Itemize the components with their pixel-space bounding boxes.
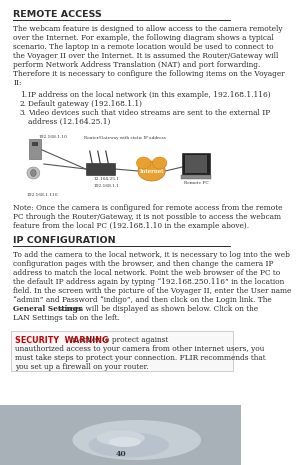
Text: must take steps to protect your connection. FLIR recommends that: must take steps to protect your connecti… (15, 354, 266, 362)
Ellipse shape (31, 170, 36, 177)
Text: PC through the Router/Gateway, it is not possible to access the webcam: PC through the Router/Gateway, it is not… (13, 213, 281, 221)
Text: Note: Once the camera is configured for remote access from the remote: Note: Once the camera is configured for … (13, 204, 283, 212)
Text: the default IP address again by typing “192.168.250.116” in the location: the default IP address again by typing “… (13, 278, 284, 286)
Text: The webcam feature is designed to allow access to the camera remotely: The webcam feature is designed to allow … (13, 25, 283, 33)
Text: General Settings: General Settings (13, 305, 83, 313)
Text: scenario. The laptop in a remote location would be used to connect to: scenario. The laptop in a remote locatio… (13, 43, 274, 51)
Text: unauthorized access to your camera from other internet users, you: unauthorized access to your camera from … (15, 345, 264, 353)
Ellipse shape (109, 437, 141, 447)
Bar (29, 139, 40, 159)
Text: 192.168.1.116: 192.168.1.116 (26, 193, 58, 197)
Text: address to match the local network. Point the web browser of the PC to: address to match the local network. Poin… (13, 269, 280, 277)
Ellipse shape (88, 432, 169, 458)
Text: 192.168.1.10: 192.168.1.10 (38, 135, 67, 139)
Text: LAN Settings tab on the left.: LAN Settings tab on the left. (13, 314, 120, 322)
Text: IP CONFIGURATION: IP CONFIGURATION (13, 236, 116, 245)
Text: 1.: 1. (20, 91, 27, 99)
Bar (86, 163, 115, 175)
Text: Remote PC: Remote PC (184, 181, 209, 185)
Bar (184, 155, 207, 173)
Text: feature from the local PC (192.168.1.10 in the example above).: feature from the local PC (192.168.1.10 … (13, 222, 249, 230)
Ellipse shape (136, 157, 151, 169)
Text: Default gateway (192.168.1.1): Default gateway (192.168.1.1) (28, 100, 142, 108)
Text: “admin” and Password “indigo”, and then click on the Login link. The: “admin” and Password “indigo”, and then … (13, 296, 272, 304)
Text: 2.: 2. (20, 100, 27, 108)
Ellipse shape (152, 157, 167, 169)
Bar (32, 142, 38, 146)
Text: Internet: Internet (140, 168, 164, 173)
Text: the Voyager II over the Internet. It is assumed the Router/Gateway will: the Voyager II over the Internet. It is … (13, 52, 279, 60)
Text: To add the camera to the local network, it is necessary to log into the web: To add the camera to the local network, … (13, 251, 290, 259)
Text: over the Internet. For example, the following diagram shows a typical: over the Internet. For example, the foll… (13, 34, 274, 42)
FancyBboxPatch shape (11, 331, 233, 371)
Text: : in order to protect against: : in order to protect against (65, 336, 169, 344)
Bar (181, 175, 211, 179)
Ellipse shape (27, 167, 40, 179)
Text: 192.168.1.1: 192.168.1.1 (94, 184, 120, 188)
Text: address (12.164.25.1): address (12.164.25.1) (28, 118, 110, 126)
Text: perform Network Address Translation (NAT) and port forwarding.: perform Network Address Translation (NAT… (13, 61, 261, 69)
Text: 12.164.25.1: 12.164.25.1 (94, 177, 120, 181)
Ellipse shape (72, 420, 201, 460)
Text: Router/Gateway with static IP address: Router/Gateway with static IP address (84, 136, 166, 140)
Text: II:: II: (13, 79, 22, 87)
Text: Therefore it is necessary to configure the following items on the Voyager: Therefore it is necessary to configure t… (13, 70, 285, 78)
Bar (13, 131, 230, 199)
Text: SECURITY  WARNING: SECURITY WARNING (15, 336, 108, 345)
Text: screen will be displayed as shown below. Click on the: screen will be displayed as shown below.… (56, 305, 258, 313)
Text: you set up a firewall on your router.: you set up a firewall on your router. (15, 363, 148, 371)
Text: IP address on the local network (in this example, 192.168.1.116): IP address on the local network (in this… (28, 91, 270, 99)
Text: 40: 40 (115, 450, 126, 458)
Bar (0, 405, 241, 465)
Text: configuration pages with the browser, and then change the camera IP: configuration pages with the browser, an… (13, 260, 274, 268)
Ellipse shape (97, 431, 145, 445)
Ellipse shape (138, 161, 165, 181)
Bar (182, 153, 210, 175)
Text: Video devices such that video streams are sent to the external IP: Video devices such that video streams ar… (28, 109, 270, 117)
Text: field. In the screen with the picture of the Voyager II, enter the User name: field. In the screen with the picture of… (13, 287, 292, 295)
Text: REMOTE ACCESS: REMOTE ACCESS (13, 10, 102, 19)
Text: 3.: 3. (20, 109, 27, 117)
